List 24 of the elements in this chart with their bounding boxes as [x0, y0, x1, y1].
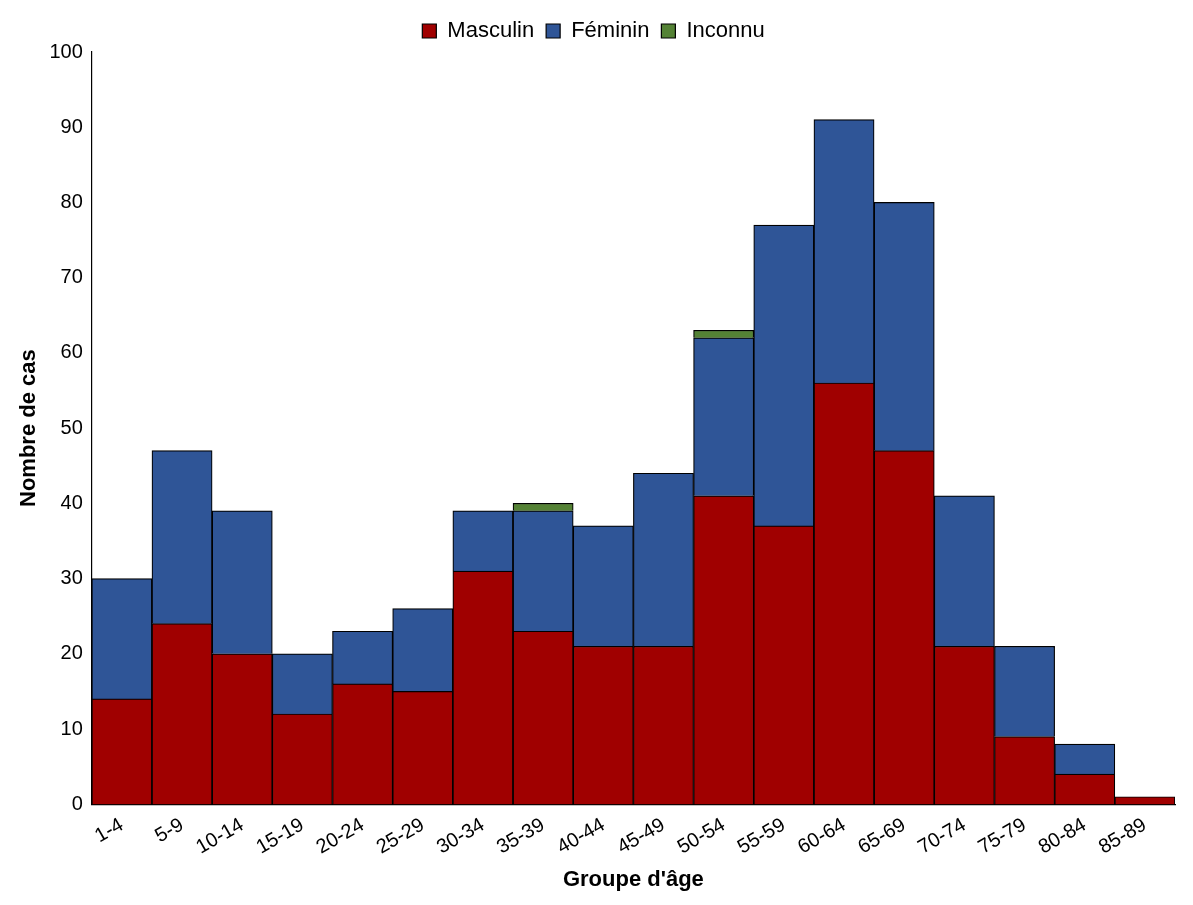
- y-tick-label: 30: [60, 566, 83, 589]
- x-tick-label: 70-74: [913, 812, 970, 858]
- y-tick-label: 60: [60, 340, 83, 363]
- x-tick-label: 65-69: [853, 812, 909, 858]
- y-tick-label: 40: [60, 490, 83, 513]
- y-tick-label: 20: [60, 641, 83, 664]
- y-tick-label: 50: [60, 415, 83, 438]
- y-tick-label: 80: [60, 189, 83, 212]
- x-tick-label: 40-44: [552, 812, 609, 858]
- x-tick-label: 45-49: [612, 812, 669, 858]
- legend-label: Masculin: [447, 17, 535, 43]
- y-axis-title: Nombre de cas: [15, 349, 41, 507]
- legend-label: Féminin: [571, 17, 650, 43]
- y-tick-label: 100: [49, 39, 83, 62]
- x-tick-label: 1-4: [90, 812, 127, 847]
- x-tick-label: 5-9: [150, 812, 187, 847]
- y-tick-label: 70: [60, 265, 83, 288]
- y-tick-label: 0: [71, 791, 83, 814]
- y-tick-label: 90: [60, 114, 83, 137]
- legend-label: Inconnu: [686, 17, 765, 43]
- y-tick-label: 10: [60, 716, 83, 739]
- x-axis-title: Groupe d'âge: [562, 865, 704, 891]
- x-tick-label: 75-79: [974, 812, 1030, 858]
- x-tick-label: 60-64: [793, 812, 849, 858]
